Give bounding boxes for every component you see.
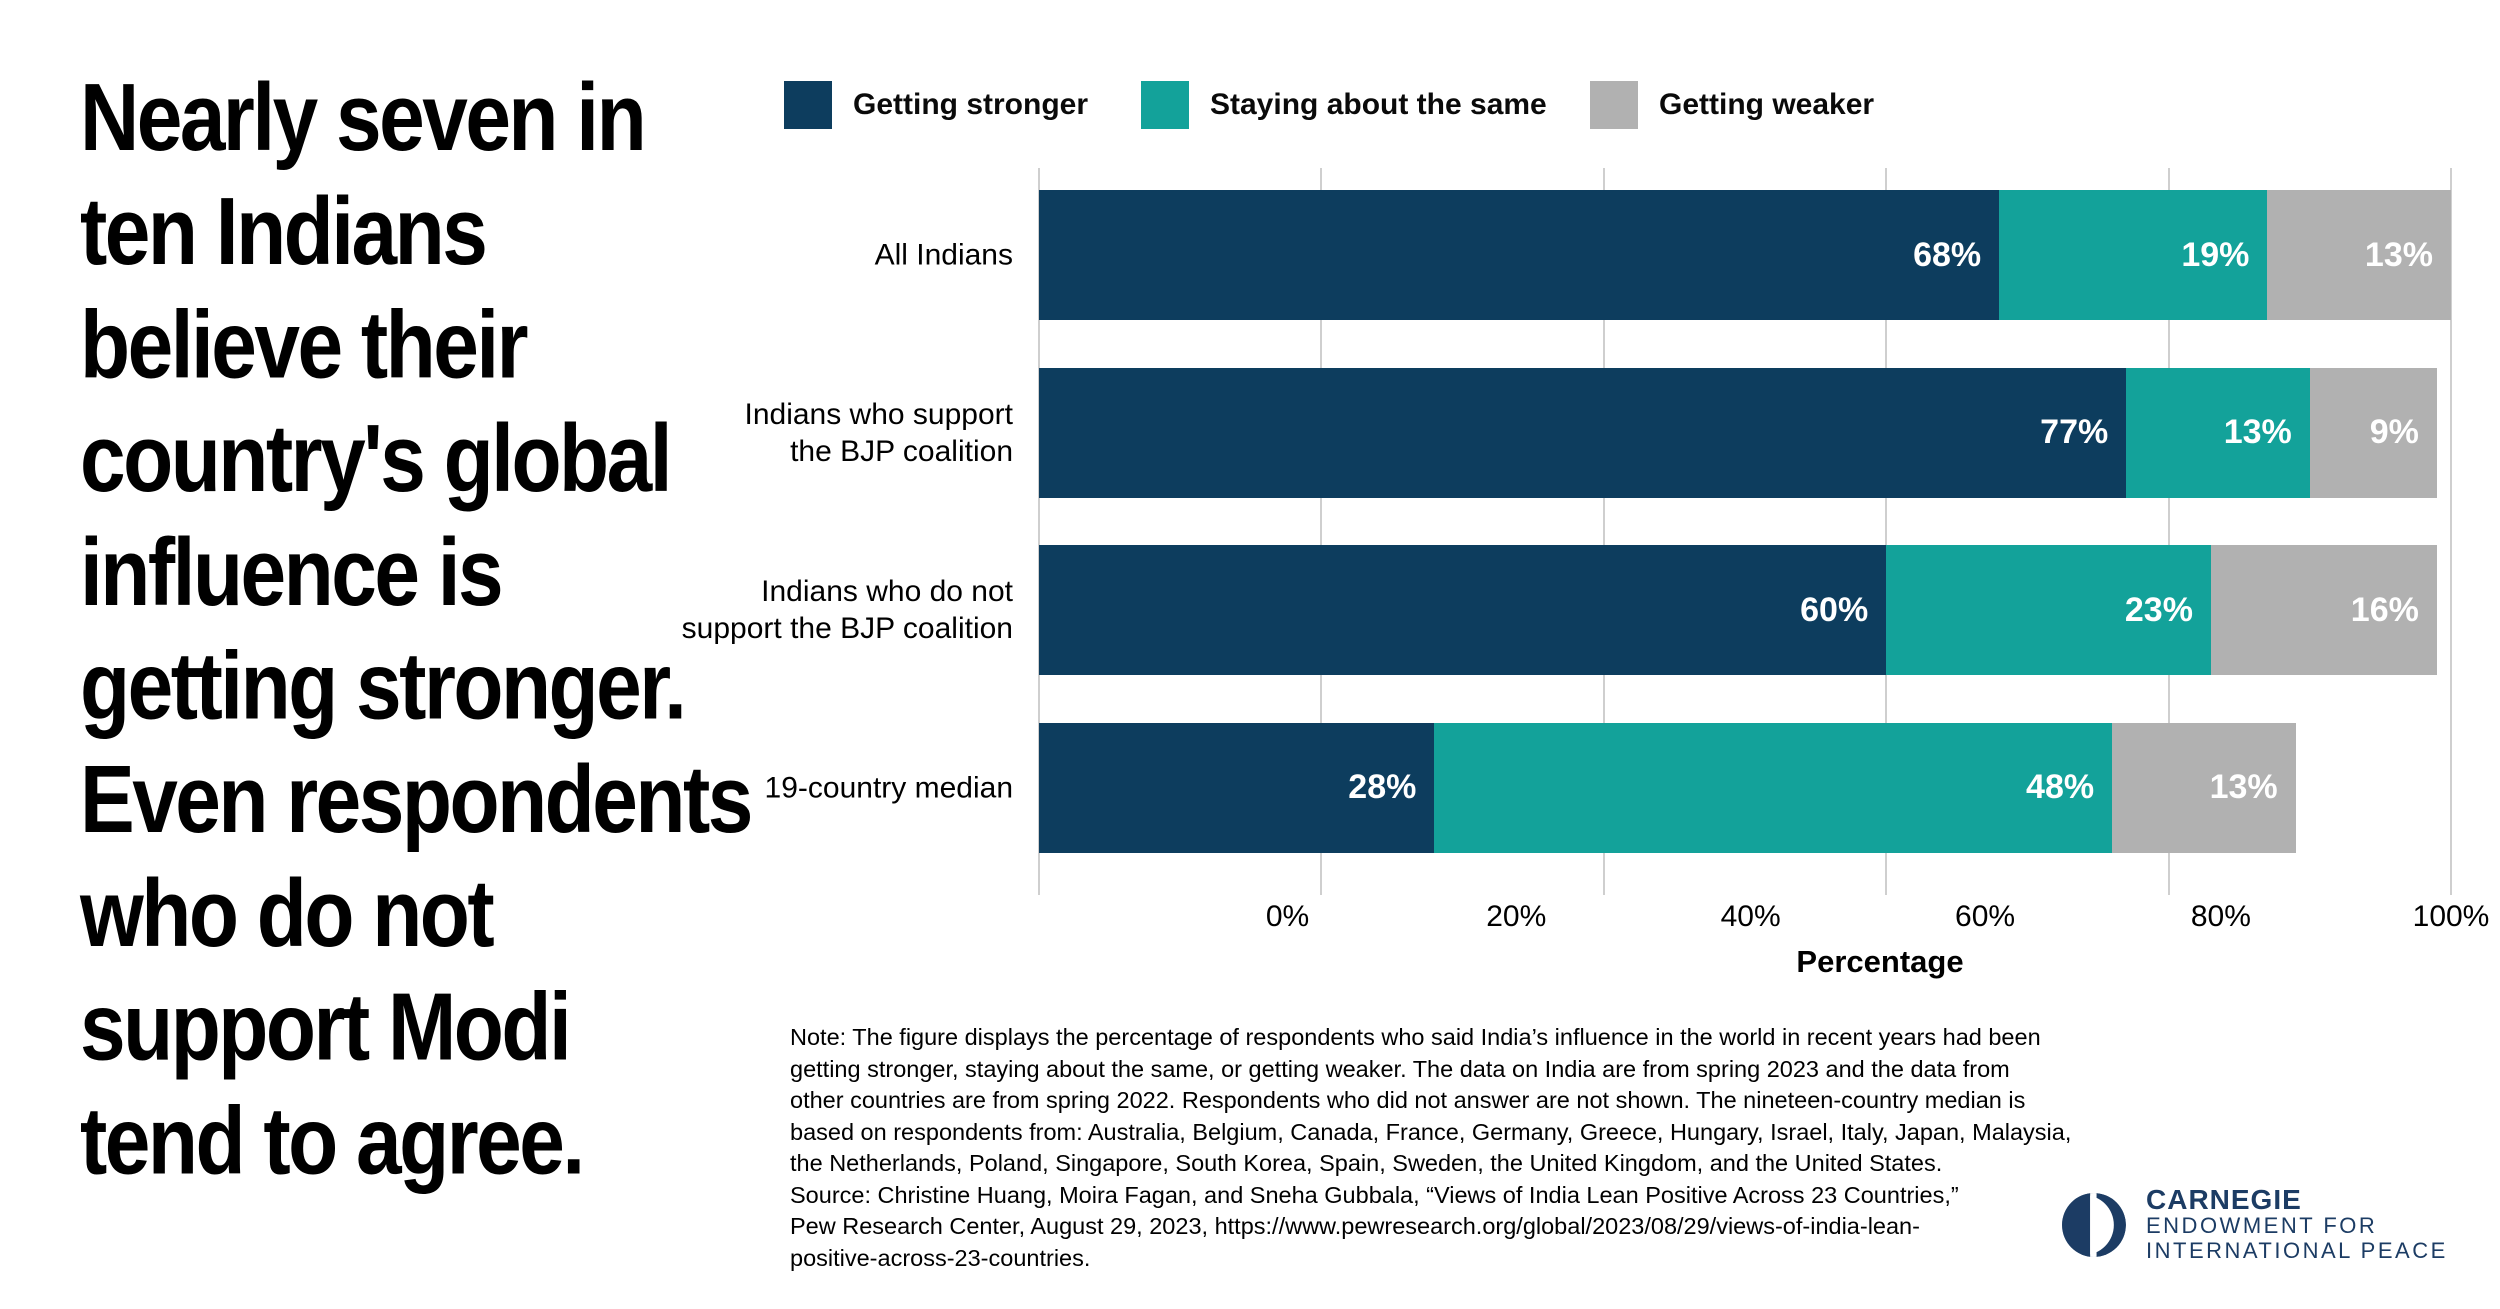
legend-label: Staying about the same bbox=[1210, 88, 1547, 121]
gridline-40 bbox=[1602, 168, 1605, 895]
x-tick-label: 100% bbox=[2412, 900, 2490, 933]
gridline-80 bbox=[2167, 168, 2170, 895]
logo-line-carnegie: CARNEGIE bbox=[2146, 1184, 2302, 1215]
note-and-source-text: Note: The figure displays the percentage… bbox=[790, 1024, 2072, 1271]
bar-row: 68% 19% 13% bbox=[1039, 190, 2451, 320]
carnegie-logo: CARNEGIE ENDOWMENT FOR INTERNATIONAL PEA… bbox=[2062, 1186, 2448, 1263]
legend-swatch bbox=[1590, 81, 1638, 129]
logo-line-endowment: ENDOWMENT FOR bbox=[2146, 1213, 2378, 1238]
bar-value-label: 23% bbox=[2124, 590, 2193, 629]
legend-item-getting-weaker: Getting weaker bbox=[1590, 81, 1874, 129]
bar-value-label: 16% bbox=[2350, 590, 2419, 629]
x-tick-label: 0% bbox=[1265, 900, 1310, 933]
carnegie-logo-text: CARNEGIE ENDOWMENT FOR INTERNATIONAL PEA… bbox=[2146, 1184, 2448, 1264]
bar-chart-plot-area: 68% 19% 13% 77% 13% 9% 60% 23% 16% 28% 48% 13% 0% 20%… bbox=[1038, 168, 2489, 933]
category-label: 19-country median bbox=[764, 771, 1013, 804]
bar-segment: 77% bbox=[1039, 367, 2127, 498]
bar-value-label: 19% bbox=[2181, 235, 2250, 274]
legend-swatch bbox=[784, 81, 832, 129]
bar-value-label: 13% bbox=[2364, 235, 2433, 274]
bar-segment: 13% bbox=[2267, 190, 2451, 320]
category-label: Indians who support the BJP coalition bbox=[744, 397, 1013, 468]
category-label: All Indians bbox=[874, 238, 1013, 272]
bar-row: 77% 13% 9% bbox=[1039, 367, 2451, 498]
bar-segment: 16% bbox=[2210, 545, 2437, 675]
bar-value-label: 60% bbox=[1800, 590, 1869, 629]
bar-value-label: 77% bbox=[2040, 413, 2109, 451]
x-tick-label: 80% bbox=[2190, 900, 2251, 933]
x-axis-title: Percentage bbox=[1796, 944, 1964, 979]
legend-swatch bbox=[1141, 81, 1189, 129]
carnegie-circle-logo-icon bbox=[2062, 1192, 2126, 1257]
bar-segment: 9% bbox=[2309, 367, 2437, 498]
bar-segment: 19% bbox=[1999, 190, 2268, 320]
bar-segment: 13% bbox=[2126, 367, 2310, 498]
gridline-60 bbox=[1885, 168, 1888, 895]
bar-row: 60% 23% 16% bbox=[1039, 545, 2451, 675]
category-label: Indians who do not support the BJP coali… bbox=[681, 575, 1013, 645]
x-tick-label: 60% bbox=[1955, 900, 2016, 933]
logo-line-international-peace: INTERNATIONAL PEACE bbox=[2146, 1238, 2448, 1263]
bar-segment: 28% bbox=[1039, 722, 1435, 853]
bar-value-label: 28% bbox=[1348, 768, 1417, 806]
bar-segment: 13% bbox=[2112, 722, 2296, 853]
bar-row: 28% 48% 13% bbox=[1039, 722, 2451, 853]
legend-label: Getting stronger bbox=[853, 88, 1089, 121]
headline: Nearly seven in ten Indians believe thei… bbox=[80, 65, 753, 1195]
bar-segment: 68% bbox=[1039, 190, 2000, 320]
bar-value-label: 9% bbox=[2369, 413, 2419, 451]
bar-value-label: 48% bbox=[2026, 768, 2095, 806]
bar-value-label: 13% bbox=[2223, 413, 2292, 451]
bar-segment: 23% bbox=[1886, 545, 2211, 675]
legend-label: Getting weaker bbox=[1659, 88, 1875, 121]
gridline-20 bbox=[1320, 168, 1323, 895]
bar-value-label: 68% bbox=[1913, 235, 1982, 274]
bar-segment: 60% bbox=[1039, 545, 1887, 675]
legend-item-staying-about-the-same: Staying about the same bbox=[1141, 81, 1547, 129]
bar-segment: 48% bbox=[1434, 722, 2113, 853]
legend-item-getting-stronger: Getting stronger bbox=[784, 81, 1088, 129]
x-tick-label: 40% bbox=[1720, 900, 1781, 933]
bar-value-label: 13% bbox=[2209, 768, 2278, 806]
x-tick-label: 20% bbox=[1486, 900, 1547, 933]
gridline-100 bbox=[2450, 168, 2452, 895]
gridline-0 bbox=[1038, 168, 1040, 895]
